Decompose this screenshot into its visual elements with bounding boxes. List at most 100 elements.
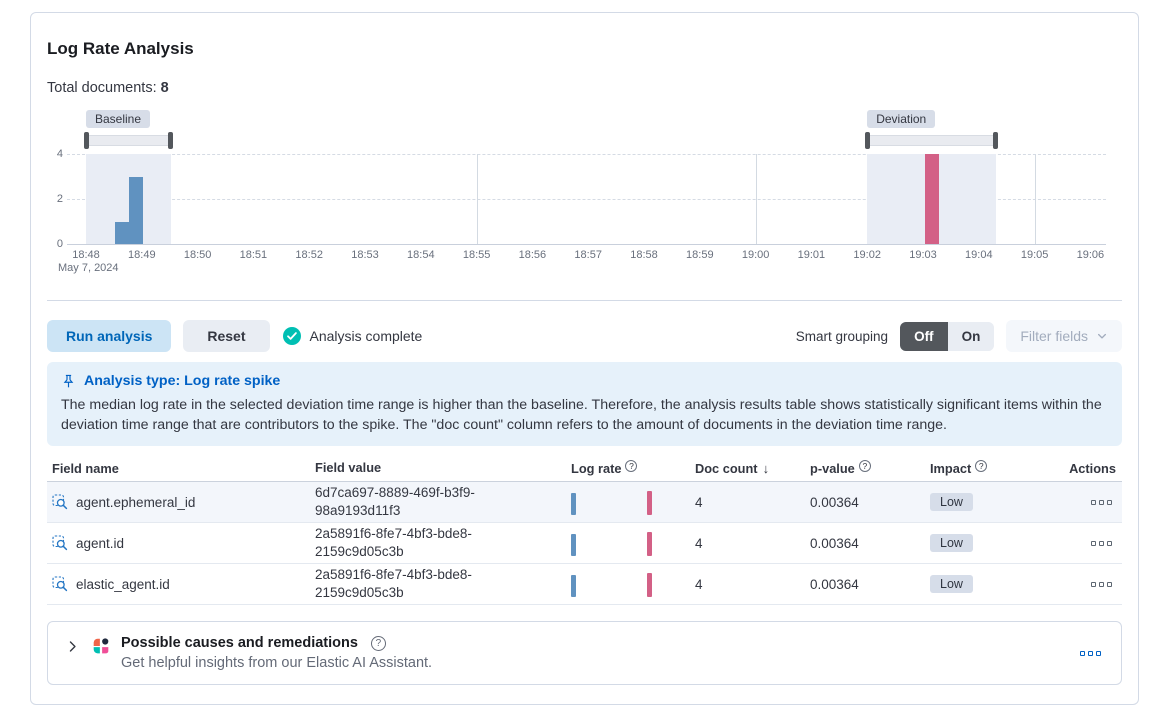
col-field-value[interactable]: Field value (315, 460, 382, 476)
baseline-brush[interactable] (86, 135, 171, 146)
check-circle-icon (282, 326, 302, 346)
x-axis-line (67, 244, 1106, 245)
deviation-badge: Deviation (867, 110, 936, 128)
baseline-bar (128, 176, 143, 244)
deviation-brush[interactable] (867, 135, 996, 146)
col-field-name[interactable]: Field name (52, 461, 119, 476)
x-axis-label: 18:55 (462, 249, 491, 261)
ai-panel-actions-button[interactable] (1076, 647, 1105, 660)
x-axis-label: 18:52 (295, 249, 323, 261)
field-name: agent.id (76, 535, 125, 551)
filter-field-icon[interactable] (52, 494, 68, 510)
toolbar: Run analysis Reset Analysis complete Sma… (47, 320, 1122, 352)
x-axis-label: 18:59 (686, 249, 714, 261)
deviation-bar (925, 154, 940, 244)
ai-assistant-panel: Possible causes and remediations ? Get h… (47, 621, 1122, 685)
analysis-status-text: Analysis complete (309, 328, 423, 344)
accordion-chevron-icon[interactable] (64, 638, 81, 658)
filter-fields-label: Filter fields (1020, 328, 1088, 344)
callout-body: The median log rate in the selected devi… (61, 397, 1102, 433)
impact-badge: Low (930, 534, 973, 552)
table-row: agent.id 2a5891f6-8fe7-4bf3-bde8-2159c9d… (47, 523, 1122, 564)
y-gridline (67, 154, 1106, 155)
row-actions-button[interactable] (1087, 537, 1116, 550)
x-gridline (476, 154, 478, 244)
info-icon: ? (858, 460, 871, 472)
run-analysis-button[interactable]: Run analysis (47, 320, 172, 352)
col-p-value[interactable]: p-value (810, 461, 855, 476)
baseline-brush-handle-left[interactable] (84, 132, 89, 149)
row-actions-button[interactable] (1087, 496, 1116, 509)
y-axis-label: 4 (56, 148, 63, 160)
filter-field-icon[interactable] (52, 535, 68, 551)
x-axis-label: 18:53 (351, 249, 379, 261)
y-axis-label: 2 (56, 193, 63, 205)
row-actions-button[interactable] (1087, 578, 1116, 591)
total-documents-value: 8 (160, 80, 169, 96)
log-rate-mini-chart (571, 530, 677, 556)
x-axis-label: 19:04 (965, 249, 993, 261)
x-axis-label: 18:51 (239, 249, 268, 261)
x-axis-label: 18:50 (183, 249, 212, 261)
table-body: agent.ephemeral_id 6d7ca697-8889-469f-b3… (47, 482, 1122, 605)
p-value-value: 0.00364 (810, 576, 859, 592)
col-doc-count[interactable]: Doc count (695, 461, 758, 476)
field-name: elastic_agent.id (76, 576, 170, 592)
x-axis-date-label: May 7, 2024 (58, 262, 119, 274)
x-gridline (1034, 154, 1036, 244)
deviation-brush-handle-left[interactable] (865, 132, 871, 149)
table-row: elastic_agent.id 2a5891f6-8fe7-4bf3-bde8… (47, 564, 1122, 605)
col-impact[interactable]: Impact (930, 461, 972, 476)
col-actions: Actions (1069, 461, 1116, 476)
x-gridline (755, 154, 757, 244)
log-rate-analysis-panel: Log Rate Analysis Total documents: 8 Bas… (30, 12, 1139, 705)
smart-grouping-toggle: Off On (900, 321, 995, 351)
field-value: 2a5891f6-8fe7-4bf3-bde8-2159c9d05c3b (315, 567, 472, 600)
field-value: 2a5891f6-8fe7-4bf3-bde8-2159c9d05c3b (315, 526, 472, 559)
smart-grouping-on-button[interactable]: On (947, 321, 995, 351)
x-axis-label: 19:02 (853, 249, 881, 261)
x-axis-label: 19:01 (797, 249, 826, 261)
y-axis-label: 0 (56, 238, 63, 250)
sort-desc-icon[interactable]: ↓ (762, 461, 770, 476)
smart-grouping-off-button[interactable]: Off (900, 321, 948, 351)
field-value: 6d7ca697-8889-469f-b3f9-98a9193d11f3 (315, 485, 475, 518)
baseline-brush-handle-right[interactable] (167, 132, 173, 149)
table-header: Field name Field value Log rate? Doc cou… (47, 456, 1122, 482)
ai-assistant-icon (92, 637, 110, 655)
doc-count-value: 4 (695, 494, 703, 510)
deviation-brush-handle-right[interactable] (992, 132, 998, 149)
x-axis-label: 18:58 (630, 249, 658, 261)
x-axis-label: 18:48 (72, 249, 100, 261)
callout-title: Analysis type: Log rate spike (84, 373, 281, 389)
x-axis-label: 19:05 (1020, 249, 1049, 261)
x-axis-label: 19:03 (909, 249, 937, 261)
help-icon[interactable]: ? (370, 635, 386, 651)
filter-fields-button[interactable]: Filter fields (1006, 320, 1122, 352)
pin-icon (61, 374, 76, 389)
impact-badge: Low (930, 493, 973, 511)
document-count-chart[interactable]: Baseline Deviation 0 2 4 18:48 18:49 18:50 18:51… (47, 108, 1122, 278)
page-title: Log Rate Analysis (47, 39, 194, 58)
filter-field-icon[interactable] (52, 576, 68, 592)
total-documents-label: Total documents: (47, 80, 157, 96)
smart-grouping-label: Smart grouping (795, 328, 889, 344)
log-rate-mini-chart (571, 489, 677, 515)
p-value-value: 0.00364 (810, 494, 859, 510)
baseline-bar (115, 221, 130, 244)
total-documents: Total documents: 8 (47, 80, 1122, 96)
x-axis-label: 18:56 (518, 249, 547, 261)
ai-panel-subtitle: Get helpful insights from our Elastic AI… (121, 655, 433, 671)
x-axis-label: 18:54 (407, 249, 435, 261)
x-axis-label: 19:00 (741, 249, 770, 261)
x-axis-label: 18:57 (574, 249, 602, 261)
chevron-down-icon (1096, 330, 1108, 342)
info-icon: ? (975, 460, 988, 472)
log-rate-mini-chart (571, 571, 677, 597)
impact-badge: Low (930, 575, 973, 593)
table-row: agent.ephemeral_id 6d7ca697-8889-469f-b3… (47, 482, 1122, 523)
doc-count-value: 4 (695, 535, 703, 551)
reset-button[interactable]: Reset (183, 320, 270, 352)
baseline-badge: Baseline (86, 110, 151, 128)
col-log-rate[interactable]: Log rate (571, 461, 622, 476)
